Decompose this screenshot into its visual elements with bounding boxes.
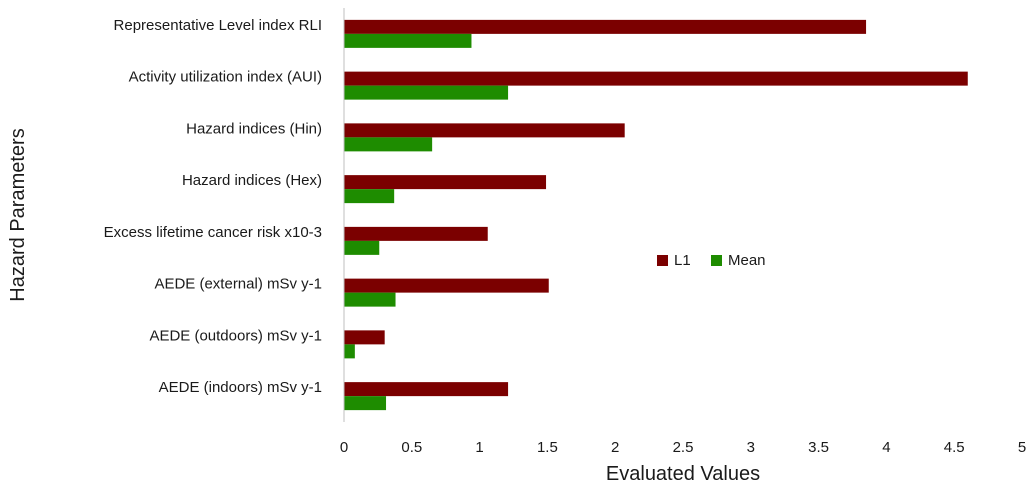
bar-mean-0 — [344, 396, 387, 411]
x-tick-label: 0.5 — [401, 439, 422, 456]
bar-mean-4 — [344, 189, 395, 204]
category-label: AEDE (outdoors) mSv y-1 — [149, 327, 322, 344]
category-label: Hazard indices (Hin) — [186, 120, 322, 137]
x-tick-label: 4.5 — [944, 439, 965, 456]
x-tick-label: 4 — [882, 439, 890, 456]
bar-l1-1 — [344, 330, 385, 345]
bar-l1-0 — [344, 382, 509, 397]
bar-mean-7 — [344, 33, 472, 48]
x-tick-label: 3 — [747, 439, 755, 456]
bar-mean-3 — [344, 240, 380, 255]
bar-mean-6 — [344, 85, 509, 100]
category-label: Activity utilization index (AUI) — [129, 69, 322, 86]
bar-l1-2 — [344, 278, 549, 293]
legend-swatch-l1 — [657, 255, 668, 266]
bar-l1-6 — [344, 71, 968, 86]
x-tick-label: 1 — [475, 439, 483, 456]
category-label: AEDE (indoors) mSv y-1 — [159, 379, 322, 396]
bar-l1-4 — [344, 175, 547, 190]
legend-label-l1: L1 — [674, 252, 691, 269]
bar-l1-3 — [344, 226, 488, 241]
legend-swatch-mean — [711, 255, 722, 266]
y-axis-title: Hazard Parameters — [7, 128, 29, 301]
x-tick-label: 0 — [340, 439, 348, 456]
category-label: Hazard indices (Hex) — [182, 172, 322, 189]
category-label: Representative Level index RLI — [114, 17, 322, 34]
bars-layer — [344, 19, 968, 411]
legend-label-mean: Mean — [728, 252, 766, 269]
bar-mean-1 — [344, 344, 355, 359]
bar-mean-5 — [344, 137, 433, 152]
x-axis-title: Evaluated Values — [606, 463, 760, 485]
bar-mean-2 — [344, 292, 396, 307]
category-label: AEDE (external) mSv y-1 — [154, 276, 322, 293]
legend: L1 Mean — [657, 252, 766, 269]
category-label: Excess lifetime cancer risk x10-3 — [104, 224, 322, 241]
category-labels: AEDE (indoors) mSv y-1 AEDE (outdoors) mS… — [104, 17, 322, 396]
x-tick-label: 2.5 — [673, 439, 694, 456]
x-tick-label: 1.5 — [537, 439, 558, 456]
x-tick-label: 2 — [611, 439, 619, 456]
bar-l1-7 — [344, 19, 867, 34]
x-tick-labels: 0 0.5 1 1.5 2 2.5 3 3.5 4 4.5 5 — [340, 439, 1026, 456]
x-tick-label: 3.5 — [808, 439, 829, 456]
x-tick-label: 5 — [1018, 439, 1026, 456]
bar-l1-5 — [344, 123, 625, 138]
